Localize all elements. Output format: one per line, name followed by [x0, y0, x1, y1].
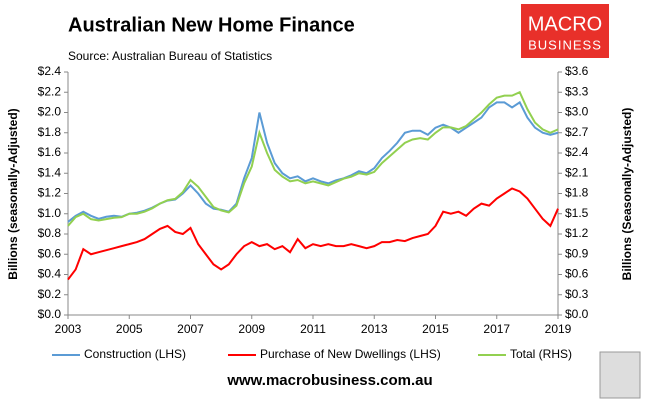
y-axis-label: Billions (seasonally-Adjusted) [6, 108, 20, 279]
y2-tick-label: $1.5 [565, 206, 589, 220]
x-tick-label: 2019 [545, 322, 572, 336]
legend-label: Purchase of New Dwellings (LHS) [260, 347, 441, 361]
y-tick-label: $1.8 [38, 125, 62, 139]
logo-text: BUSINESS [528, 37, 602, 52]
y2-axis-label: Billions (Seasonally-Adjusted) [620, 108, 634, 281]
y-tick-label: $0.0 [38, 307, 62, 321]
y-tick-label: $1.2 [38, 186, 62, 200]
y-tick-label: $1.4 [38, 165, 62, 179]
x-tick-label: 2017 [483, 322, 510, 336]
chart-subtitle: Source: Australian Bureau of Statistics [68, 49, 272, 63]
y-tick-label: $1.6 [38, 145, 62, 159]
y2-tick-label: $2.4 [565, 145, 589, 159]
y2-tick-label: $2.7 [565, 125, 589, 139]
y2-tick-label: $0.0 [565, 307, 589, 321]
logo-text: MACRO [528, 13, 602, 35]
chart-title: Australian New Home Finance [68, 14, 355, 36]
y2-tick-label: $0.9 [565, 246, 589, 260]
y2-tick-label: $3.6 [565, 64, 589, 78]
y2-tick-label: $1.8 [565, 186, 589, 200]
x-tick-label: 2007 [177, 322, 204, 336]
y-tick-label: $2.4 [38, 64, 62, 78]
y2-tick-label: $2.1 [565, 165, 589, 179]
y-tick-label: $0.2 [38, 287, 62, 301]
series-line [67, 187, 559, 281]
y2-tick-label: $3.3 [565, 84, 589, 98]
x-tick-label: 2013 [361, 322, 388, 336]
x-tick-label: 2005 [116, 322, 143, 336]
y-tick-label: $1.0 [38, 206, 62, 220]
logo-icon [599, 351, 641, 399]
x-tick-label: 2011 [300, 322, 326, 336]
y2-tick-label: $1.2 [565, 226, 589, 240]
x-tick-label: 2015 [422, 322, 449, 336]
y2-tick-label: $0.6 [565, 267, 589, 281]
website: www.macrobusiness.com.au [226, 372, 432, 389]
x-tick-label: 2009 [238, 322, 265, 336]
series-line [67, 90, 559, 227]
y-tick-label: $0.4 [38, 267, 62, 281]
y-tick-label: $0.6 [38, 246, 62, 260]
legend-label: Total (RHS) [510, 347, 572, 361]
y2-tick-label: $0.3 [565, 287, 589, 301]
y-tick-label: $2.2 [38, 84, 62, 98]
logo-box [521, 4, 609, 58]
y-tick-label: $0.8 [38, 226, 62, 240]
y2-tick-label: $3.0 [565, 105, 589, 119]
legend-label: Construction (LHS) [84, 347, 186, 361]
y-tick-label: $2.0 [38, 105, 62, 119]
x-tick-label: 2003 [55, 322, 82, 336]
